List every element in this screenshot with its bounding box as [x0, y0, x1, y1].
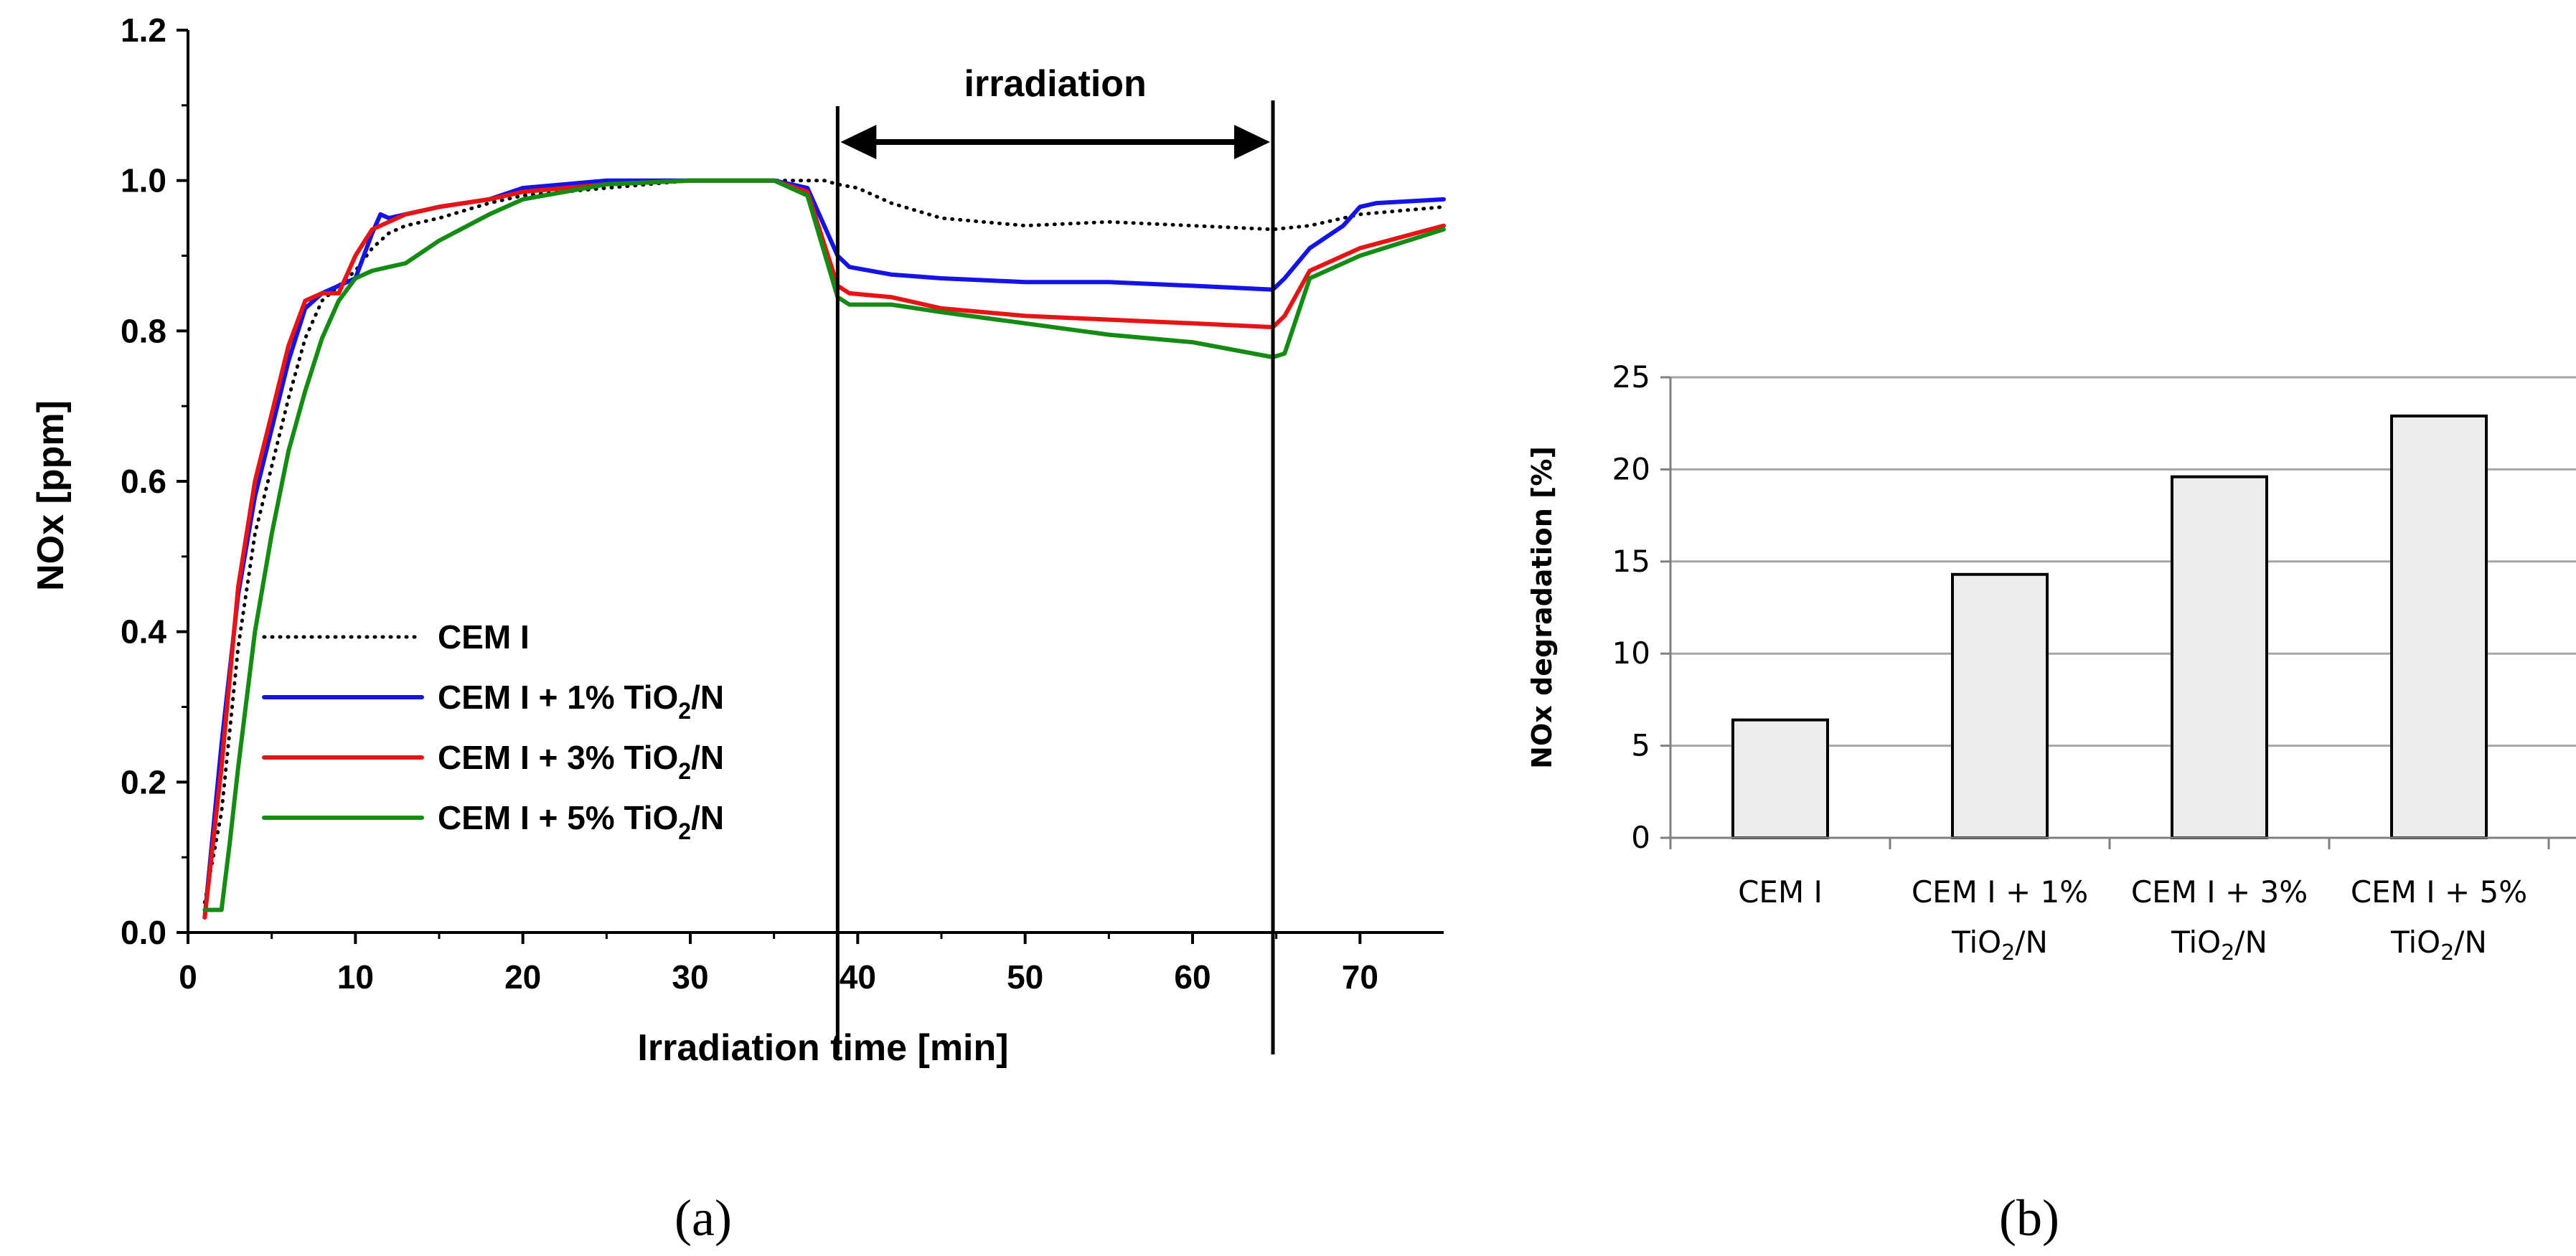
legend-label-tail: /N: [691, 739, 724, 776]
legend-label-2: CEM I + 3% TiO2/N: [438, 739, 724, 784]
chart-a-y-tick-label: 0.8: [121, 312, 166, 349]
chart-b-bar-2: [2171, 475, 2268, 839]
chart-b-category-label-line1: CEM I + 3%: [2131, 874, 2308, 910]
chart-b-category-label-subscript: 2: [2221, 940, 2234, 965]
chart-b-category-label-tail: /N: [2454, 925, 2487, 960]
chart-a-y-tick-label: 1.2: [121, 11, 166, 49]
chart-b-y-tick-label: 25: [1612, 359, 1650, 395]
chart-b-y-tick-label: 0: [1631, 820, 1650, 855]
chart-a-y-tick-label: 1.0: [121, 162, 166, 199]
legend-label-main: CEM I + 5% TiO: [438, 799, 678, 836]
legend-label-tail: /N: [691, 679, 724, 716]
chart-a-x-tick-label: 70: [1342, 958, 1378, 996]
chart-a-x-axis-label: Irradiation time [min]: [637, 1027, 1008, 1069]
chart-a-y-tick-label: 0.2: [121, 763, 166, 801]
chart-b-category-label-line1: CEM I + 1%: [1912, 874, 2088, 910]
panel-label-a: (a): [674, 1189, 732, 1247]
chart-a-y-tick-label: 0.4: [121, 613, 166, 651]
chart-b-category-label-tail: /N: [2234, 925, 2267, 960]
chart-a-x-tick-label: 30: [672, 958, 708, 996]
legend-label-subscript: 2: [678, 758, 691, 784]
chart-a-series-group: [202, 178, 1446, 920]
chart-b-category-label-line2: TiO2/N: [2390, 925, 2487, 965]
chart-b-y-tick-label: 10: [1612, 636, 1650, 671]
chart-a-y-axis-label: NOx [ppm]: [30, 400, 72, 591]
chart-b-y-axis-label: NOx degradation [%]: [1526, 446, 1558, 769]
chart-b-category-label-line1: CEM I: [1738, 874, 1823, 910]
chart-b-axes: [1669, 377, 2576, 839]
chart-b-y-tick-label: 20: [1612, 451, 1650, 486]
chart-a-x-tick-label: 50: [1007, 958, 1043, 996]
legend-label-1: CEM I + 1% TiO2/N: [438, 679, 724, 724]
chart-b-y-tick-label: 5: [1631, 728, 1650, 763]
chart-b-category-label-line2: TiO2/N: [1951, 925, 2048, 965]
panel-label-b: (b): [1999, 1189, 2059, 1247]
chart-a-nox-time: 0.0 0.2 0.4 0.6 0.8 1.0 1.2 0 10 20 30 40 50 60 70 irr…: [30, 11, 1446, 1069]
chart-a-x-tick-label: 60: [1174, 958, 1211, 996]
chart-a-ticks: 0.0 0.2 0.4 0.6 0.8 1.0 1.2 0 10 20 30 40 50 60 70: [121, 11, 1378, 996]
chart-b-category-label-main: TiO: [2390, 925, 2440, 960]
chart-a-y-tick-label: 0.0: [121, 914, 166, 951]
chart-b-category-label-main: TiO: [2171, 925, 2221, 960]
chart-a-series-line-2: [202, 178, 1446, 920]
chart-b-category-label-subscript: 2: [2440, 940, 2454, 965]
chart-a-series-line-1: [202, 178, 1446, 920]
chart-a-y-tick-label: 0.6: [121, 463, 166, 500]
legend-label-subscript: 2: [678, 698, 691, 724]
chart-b-category-label-subscript: 2: [2001, 940, 2015, 965]
irradiation-arrow-right-head: [1234, 125, 1270, 159]
chart-a-series-line-0: [202, 179, 1446, 905]
legend-label-3: CEM I + 5% TiO2/N: [438, 799, 724, 844]
chart-a-x-tick-label: 10: [337, 958, 374, 996]
legend-label-main: CEM I + 1% TiO: [438, 679, 678, 716]
irradiation-annotation: irradiation: [835, 63, 1275, 1054]
chart-b-bars: [1731, 414, 2488, 840]
chart-a-series-line-3: [202, 178, 1446, 912]
legend-label-0: CEM I: [438, 618, 530, 656]
legend-label-subscript: 2: [678, 818, 691, 844]
irradiation-arrow-left-head: [840, 125, 877, 159]
chart-b-y-tick-label: 15: [1612, 544, 1650, 579]
chart-b-category-label-tail: /N: [2015, 925, 2048, 960]
chart-b-bar-1: [1951, 572, 2049, 839]
chart-b-category-label-line1: CEM I + 5%: [2351, 874, 2527, 910]
chart-a-x-tick-label: 40: [840, 958, 876, 996]
chart-b-bar-3: [2390, 414, 2488, 839]
chart-a-axes: [187, 30, 1444, 934]
chart-b-category-label-main: TiO: [1951, 925, 2001, 960]
chart-b-category-label-line2: TiO2/N: [2171, 925, 2267, 965]
legend-label-tail: /N: [691, 799, 724, 836]
chart-a-x-tick-label: 20: [504, 958, 541, 996]
irradiation-label: irradiation: [964, 63, 1147, 105]
chart-b-bar-0: [1731, 718, 1829, 840]
chart-a-x-tick-label: 0: [179, 958, 197, 996]
legend-label-main: CEM I: [438, 618, 530, 656]
legend-label-main: CEM I + 3% TiO: [438, 739, 678, 776]
